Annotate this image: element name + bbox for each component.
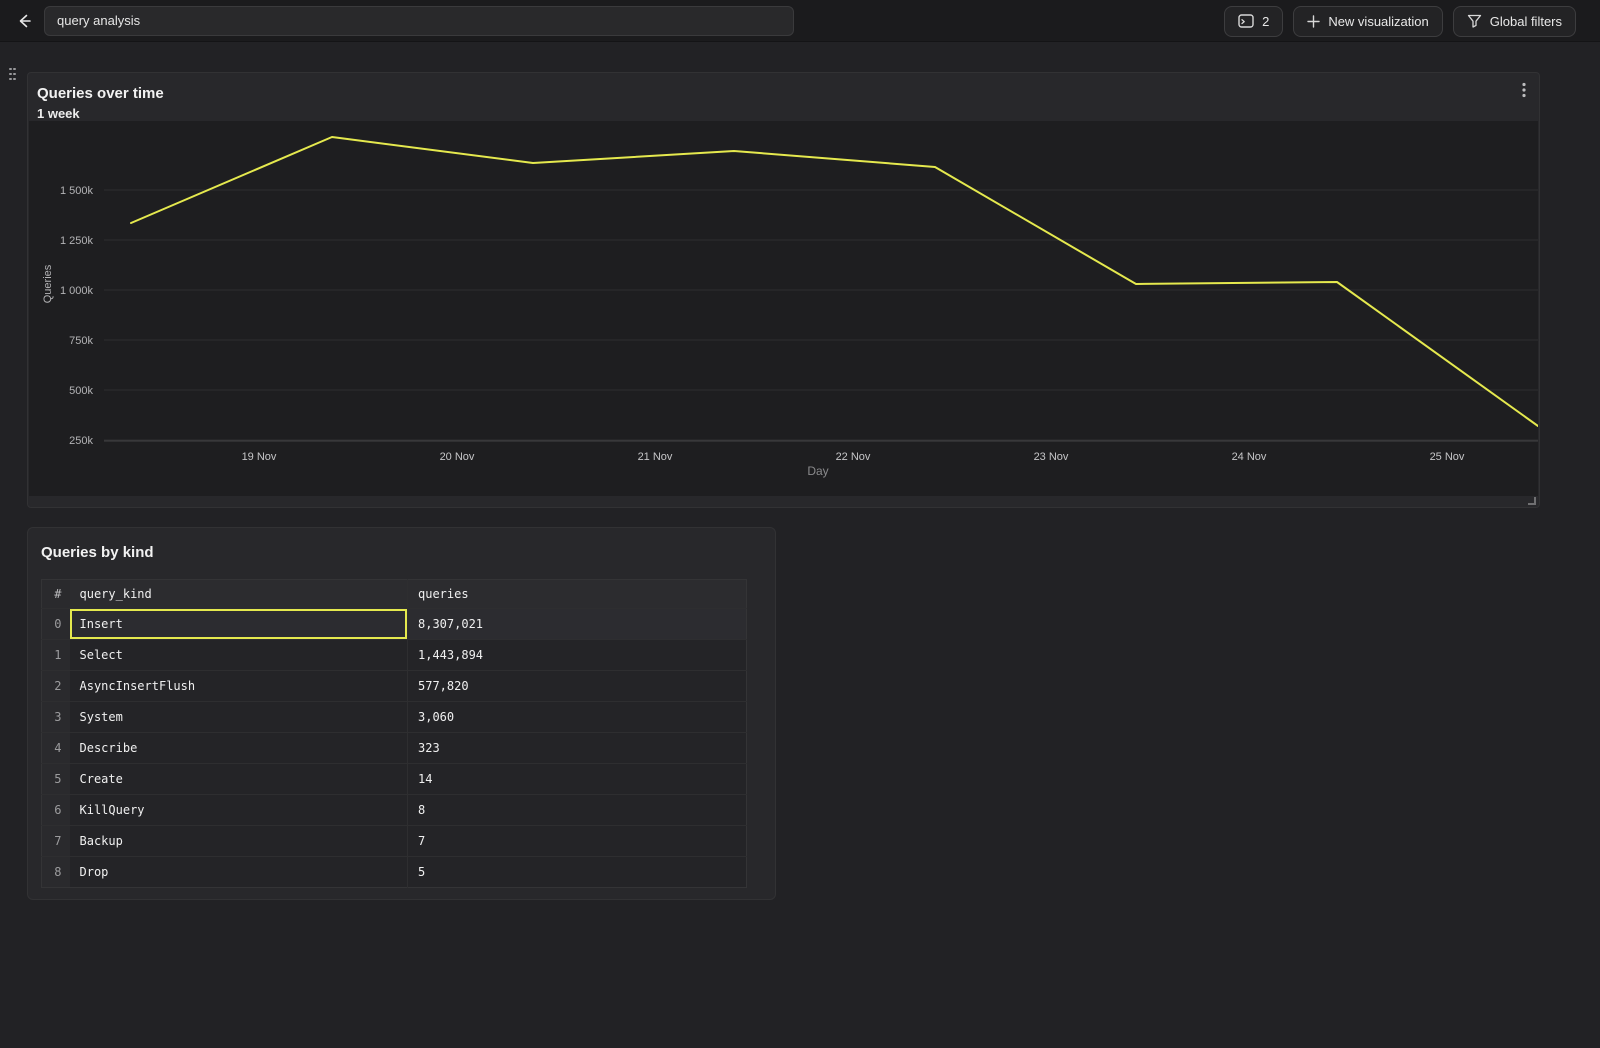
row-index-cell[interactable]: 0 xyxy=(41,608,70,640)
filter-funnel-icon xyxy=(1467,14,1481,28)
queries-value-cell[interactable]: 577,820 xyxy=(407,670,747,702)
query-kind-cell[interactable]: AsyncInsertFlush xyxy=(69,670,408,702)
table-title: Queries by kind xyxy=(41,544,154,561)
row-index-cell[interactable]: 1 xyxy=(41,639,70,671)
x-tick-label: 20 Nov xyxy=(440,451,475,463)
panel-resize-handle[interactable] xyxy=(1528,497,1536,505)
row-index-cell[interactable]: 8 xyxy=(41,856,70,888)
y-tick-label: 250k xyxy=(69,435,93,447)
query-kind-cell[interactable]: System xyxy=(69,701,408,733)
x-tick-label: 22 Nov xyxy=(836,451,871,463)
x-tick-label: 23 Nov xyxy=(1034,451,1069,463)
y-tick-label: 750k xyxy=(69,335,93,347)
terminal-window-icon xyxy=(1238,14,1254,28)
plus-icon xyxy=(1307,14,1321,28)
table-row[interactable]: 5 Create 14 xyxy=(41,763,747,795)
queries-value-cell[interactable]: 7 xyxy=(407,825,747,857)
queries-value-cell[interactable]: 5 xyxy=(407,856,747,888)
kebab-menu-icon xyxy=(1522,82,1526,98)
queries-value-cell[interactable]: 14 xyxy=(407,763,747,795)
queries-value-cell[interactable]: 8 xyxy=(407,794,747,826)
row-index-cell[interactable]: 6 xyxy=(41,794,70,826)
queries-by-kind-table: # query_kind queries 0 Insert 8,307,021 1 Se… xyxy=(41,579,747,888)
query-kind-cell[interactable]: Describe xyxy=(69,732,408,764)
back-button[interactable] xyxy=(8,5,40,37)
queries-line-chart[interactable]: 250k 500k 750k 1 000k 1 250k 1 500k 19 Nov 20 N… xyxy=(29,121,1538,493)
column-header-queries[interactable]: queries xyxy=(407,579,747,609)
row-index-cell[interactable]: 7 xyxy=(41,825,70,857)
table-row[interactable]: 7 Backup 7 xyxy=(41,825,747,857)
chart-menu-button[interactable] xyxy=(1513,79,1535,101)
queries-series-line[interactable] xyxy=(130,136,1538,427)
table-row[interactable]: 4 Describe 323 xyxy=(41,732,747,764)
x-tick-label: 25 Nov xyxy=(1430,451,1465,463)
y-tick-label: 1 250k xyxy=(60,235,94,247)
table-row[interactable]: 1 Select 1,443,894 xyxy=(41,639,747,671)
new-visualization-button[interactable]: New visualization xyxy=(1293,5,1443,37)
query-kind-cell[interactable]: Create xyxy=(69,763,408,795)
query-kind-cell[interactable]: Insert xyxy=(69,608,408,640)
y-tick-label: 500k xyxy=(69,385,93,397)
chart-subtitle: 1 week xyxy=(37,106,80,121)
global-filters-button[interactable]: Global filters xyxy=(1452,5,1576,37)
queries-value-cell[interactable]: 8,307,021 xyxy=(407,608,747,640)
queries-value-cell[interactable]: 3,060 xyxy=(407,701,747,733)
queries-over-time-panel: Queries over time 1 week 250k 500k 750k 1 0… xyxy=(27,72,1540,508)
x-tick-label: 19 Nov xyxy=(242,451,277,463)
row-index-cell[interactable]: 3 xyxy=(41,701,70,733)
query-kind-cell[interactable]: Select xyxy=(69,639,408,671)
row-index-cell[interactable]: 5 xyxy=(41,763,70,795)
query-kind-cell[interactable]: Backup xyxy=(69,825,408,857)
queries-value-cell[interactable]: 1,443,894 xyxy=(407,639,747,671)
row-index-cell[interactable]: 2 xyxy=(41,670,70,702)
row-index-cell[interactable]: 4 xyxy=(41,732,70,764)
x-tick-label: 21 Nov xyxy=(638,451,673,463)
y-tick-label: 1 500k xyxy=(60,185,94,197)
chart-title: Queries over time xyxy=(37,85,164,102)
table-header: # query_kind queries xyxy=(41,579,747,609)
table-row[interactable]: 3 System 3,060 xyxy=(41,701,747,733)
table-panel-header: Queries by kind xyxy=(41,544,154,561)
column-header-query-kind[interactable]: query_kind xyxy=(69,579,408,609)
table-row[interactable]: 8 Drop 5 xyxy=(41,856,747,888)
query-kind-cell[interactable]: KillQuery xyxy=(69,794,408,826)
arrow-left-icon xyxy=(19,14,31,27)
y-tick-label: 1 000k xyxy=(60,285,94,297)
queries-value-cell[interactable]: 323 xyxy=(407,732,747,764)
topbar-actions: 2 New visualization Global filters xyxy=(1224,5,1576,37)
chart-plot-region[interactable]: 250k 500k 750k 1 000k 1 250k 1 500k 19 Nov 20 N… xyxy=(29,121,1538,496)
top-bar: 2 New visualization Global filters xyxy=(0,0,1600,42)
table-row[interactable]: 0 Insert 8,307,021 xyxy=(41,608,747,640)
tab-count-button[interactable]: 2 xyxy=(1224,5,1284,37)
query-kind-cell[interactable]: Drop xyxy=(69,856,408,888)
column-header-index[interactable]: # xyxy=(41,579,70,609)
tab-count-label: 2 xyxy=(1262,13,1270,29)
dashboard-title-input[interactable] xyxy=(44,5,794,36)
queries-by-kind-panel: Queries by kind # query_kind queries 0 In… xyxy=(27,527,776,900)
x-tick-label: 24 Nov xyxy=(1232,451,1267,463)
global-filters-label: Global filters xyxy=(1489,13,1562,29)
table-row[interactable]: 6 KillQuery 8 xyxy=(41,794,747,826)
y-axis-title: Queries xyxy=(42,264,54,303)
panel-drag-handle[interactable] xyxy=(6,66,20,84)
table-row[interactable]: 2 AsyncInsertFlush 577,820 xyxy=(41,670,747,702)
new-visualization-label: New visualization xyxy=(1328,13,1429,29)
x-axis-title: Day xyxy=(807,464,828,478)
chart-panel-header: Queries over time 1 week xyxy=(37,85,164,121)
